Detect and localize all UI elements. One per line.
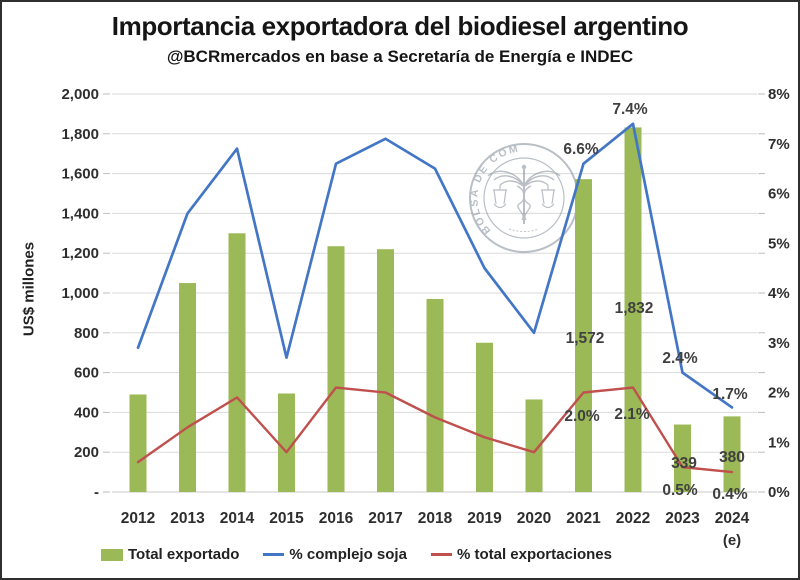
left-axis-tick-label: 1,600 (61, 166, 99, 183)
x-axis-label-2016: 2016 (319, 510, 354, 527)
right-axis-tick-label: 2% (768, 385, 790, 402)
right-axis-tick-label: 6% (768, 186, 790, 203)
bar-2020 (525, 399, 543, 492)
bar-2021 (575, 179, 592, 492)
x-axis-label-2014: 2014 (220, 510, 255, 527)
left-axis-tick-label: 1,200 (61, 245, 99, 262)
left-axis-tick-label: 1,000 (61, 285, 99, 302)
bar-2023 (674, 424, 691, 492)
left-axis-tick-label: 200 (74, 444, 99, 461)
line-total-exportaciones (136, 386, 734, 474)
data-label-2021: 2.0% (564, 408, 600, 425)
right-axis-tick-label: 7% (768, 136, 790, 153)
data-label-2021: 6.6% (563, 141, 599, 158)
legend: Total exportado % complejo soja % total … (101, 546, 612, 563)
bar-2022 (624, 127, 642, 492)
data-label-2023: 0.5% (662, 482, 698, 499)
left-axis-tick-label: - (94, 484, 99, 501)
chart-title: Importancia exportadora del biodiesel ar… (111, 11, 689, 41)
chart-subtitle: @BCRmercados en base a Secretaría de Ene… (166, 47, 634, 66)
x-axis-label-2012: 2012 (121, 510, 155, 527)
x-axis-label-2017: 2017 (368, 510, 402, 527)
bar-2019 (476, 342, 493, 492)
data-label-2022: 1,832 (615, 300, 654, 317)
legend-label: % complejo soja (289, 546, 407, 563)
data-label-2024: 1.7% (712, 386, 748, 403)
x-axis-label-2020: 2020 (517, 510, 551, 527)
bar-2013 (179, 283, 196, 492)
legend-label: Total exportado (128, 546, 240, 563)
right-axis-tick-label: 1% (768, 434, 790, 451)
data-label-2023: 2.4% (662, 350, 698, 367)
data-label-2022: 2.1% (614, 406, 650, 423)
left-axis-tick-label: 400 (74, 404, 99, 421)
bar-2012 (129, 394, 147, 492)
right-axis-tick-label: 0% (768, 484, 790, 501)
legend-item-complejo-soja: % complejo soja (263, 546, 407, 563)
data-label-2021: 1,572 (566, 330, 605, 347)
data-label-2024: 0.4% (712, 486, 748, 503)
left-axis-tick-label: 1,800 (61, 126, 99, 143)
bar-series-swatch (101, 548, 123, 561)
left-axis-tick-label: 1,400 (61, 205, 99, 222)
bar-2016 (327, 246, 345, 492)
line-complejo-soja (136, 122, 734, 409)
x-axis-label-2013: 2013 (170, 510, 205, 527)
legend-label: % total exportaciones (456, 546, 612, 563)
right-axis-tick-label: 8% (768, 86, 790, 103)
bar-2017 (377, 249, 394, 492)
x-axis-label-2023: 2023 (665, 510, 700, 527)
bar-2018 (426, 298, 444, 492)
red-line-swatch (430, 552, 452, 557)
legend-item-total-exportado: Total exportado (101, 546, 239, 563)
x-axis-label-2024: 2024 (715, 510, 750, 527)
bar-2024 (723, 416, 741, 492)
x-axis-estimate-note: (e) (723, 532, 741, 549)
x-axis-label-2018: 2018 (418, 510, 453, 527)
bar-2015 (278, 393, 295, 492)
data-label-2022: 7.4% (612, 101, 648, 118)
data-label-2024: 380 (719, 449, 745, 466)
x-axis-label-2015: 2015 (269, 510, 304, 527)
blue-line-swatch (263, 552, 285, 557)
right-axis-tick-label: 4% (768, 285, 790, 302)
x-axis-label-2019: 2019 (467, 510, 502, 527)
x-axis-label-2021: 2021 (566, 510, 601, 527)
right-axis-tick-label: 3% (768, 335, 790, 352)
left-axis-tick-label: 2,000 (61, 86, 99, 103)
left-axis-tick-label: 800 (74, 325, 99, 342)
right-axis-tick-label: 5% (768, 235, 790, 252)
bar-2014 (228, 233, 246, 493)
left-axis-tick-label: 600 (74, 365, 99, 382)
legend-item-total-exportaciones: % total exportaciones (430, 546, 612, 563)
x-axis-label-2022: 2022 (616, 510, 650, 527)
data-label-2023: 339 (671, 455, 697, 472)
